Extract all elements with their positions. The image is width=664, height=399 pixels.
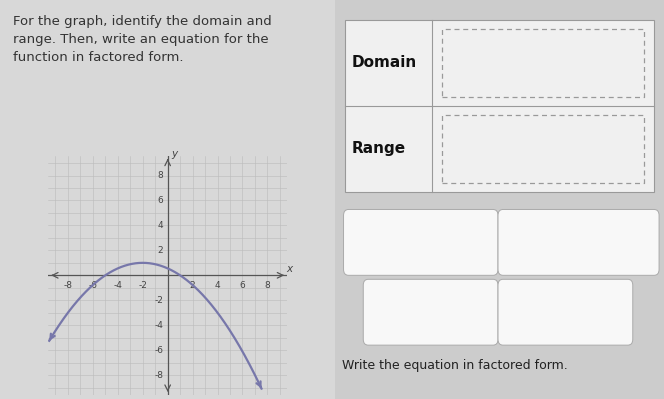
FancyBboxPatch shape bbox=[343, 209, 498, 275]
Text: all real numbers: all real numbers bbox=[370, 236, 471, 249]
Text: 8: 8 bbox=[157, 171, 163, 180]
Text: -6: -6 bbox=[154, 346, 163, 355]
Text: 2: 2 bbox=[190, 281, 195, 290]
FancyBboxPatch shape bbox=[345, 20, 654, 192]
Text: -4: -4 bbox=[155, 321, 163, 330]
Text: -2: -2 bbox=[155, 296, 163, 305]
Text: 8: 8 bbox=[264, 281, 270, 290]
FancyBboxPatch shape bbox=[498, 209, 659, 275]
Text: 4: 4 bbox=[157, 221, 163, 230]
Text: Range: Range bbox=[352, 141, 406, 156]
Text: 6: 6 bbox=[240, 281, 245, 290]
Text: -8: -8 bbox=[154, 371, 163, 379]
Text: -6: -6 bbox=[88, 281, 98, 290]
Text: f (x) ≤ 1: f (x) ≤ 1 bbox=[539, 306, 592, 319]
Text: For the graph, identify the domain and
range. Then, write an equation for the
fu: For the graph, identify the domain and r… bbox=[13, 15, 272, 64]
Text: -4: -4 bbox=[114, 281, 122, 290]
Text: Domain: Domain bbox=[352, 55, 417, 70]
Text: 4: 4 bbox=[214, 281, 220, 290]
FancyBboxPatch shape bbox=[363, 279, 498, 345]
Text: 6: 6 bbox=[157, 196, 163, 205]
Text: -8: -8 bbox=[63, 281, 72, 290]
Text: 2: 2 bbox=[157, 246, 163, 255]
Text: y: y bbox=[171, 149, 177, 159]
Text: f (x) ≤ −6: f (x) ≤ −6 bbox=[547, 236, 610, 249]
Text: Write the equation in factored form.: Write the equation in factored form. bbox=[342, 359, 568, 372]
Text: -2: -2 bbox=[138, 281, 147, 290]
Text: x: x bbox=[286, 264, 292, 274]
Text: f (x) ≤ −2: f (x) ≤ −2 bbox=[399, 306, 462, 319]
FancyBboxPatch shape bbox=[498, 279, 633, 345]
